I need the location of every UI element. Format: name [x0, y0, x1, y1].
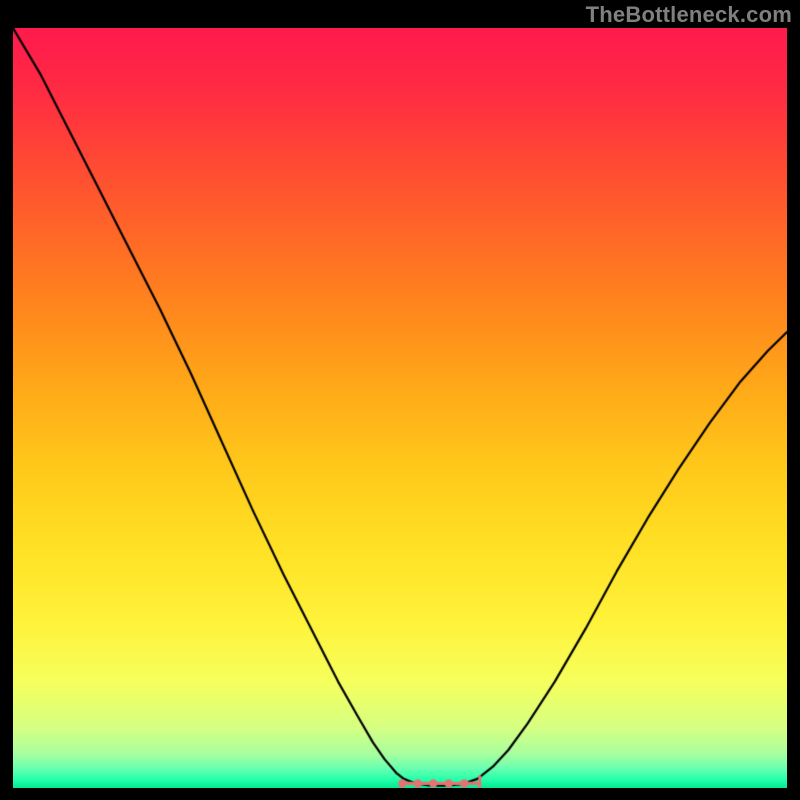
chart-stage: TheBottleneck.com [0, 0, 800, 800]
watermark-text: TheBottleneck.com [586, 2, 792, 28]
bottleneck-curve-chart [13, 28, 787, 788]
